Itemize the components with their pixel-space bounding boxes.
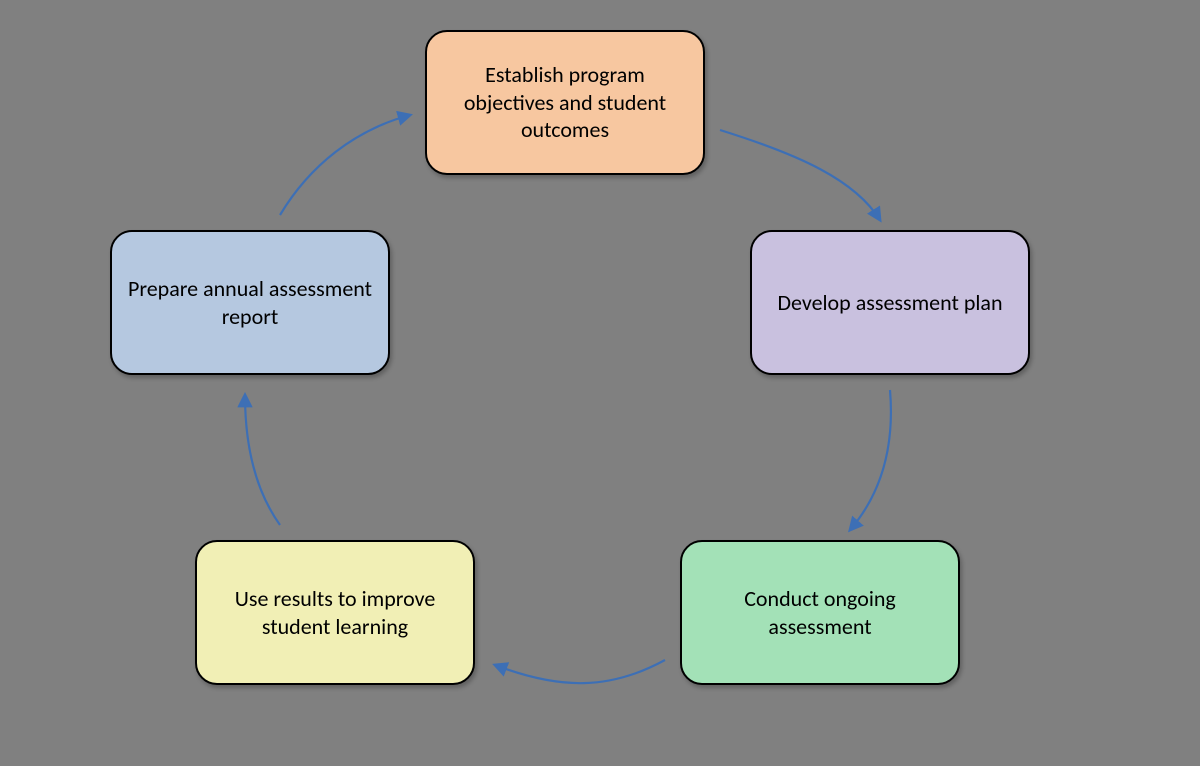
flow-node-label: Develop assessment plan <box>777 289 1002 317</box>
flow-edge-n2-n3 <box>850 390 891 530</box>
flow-edge-n3-n4 <box>495 660 665 683</box>
flow-edge-n5-n1 <box>280 115 410 215</box>
flow-node-n2: Develop assessment plan <box>750 230 1030 375</box>
flow-node-n3: Conduct ongoing assessment <box>680 540 960 685</box>
flow-node-label: Conduct ongoing assessment <box>696 585 944 640</box>
flow-node-n4: Use results to improve student learning <box>195 540 475 685</box>
flow-node-label: Prepare annual assessment report <box>126 275 374 330</box>
flow-node-n1: Establish program objectives and student… <box>425 30 705 175</box>
flow-node-label: Establish program objectives and student… <box>441 61 689 144</box>
flow-node-n5: Prepare annual assessment report <box>110 230 390 375</box>
flow-edge-n4-n5 <box>245 395 280 525</box>
diagram-stage: Establish program objectives and student… <box>0 0 1200 766</box>
flow-edge-n1-n2 <box>720 130 880 220</box>
flow-node-label: Use results to improve student learning <box>211 585 459 640</box>
